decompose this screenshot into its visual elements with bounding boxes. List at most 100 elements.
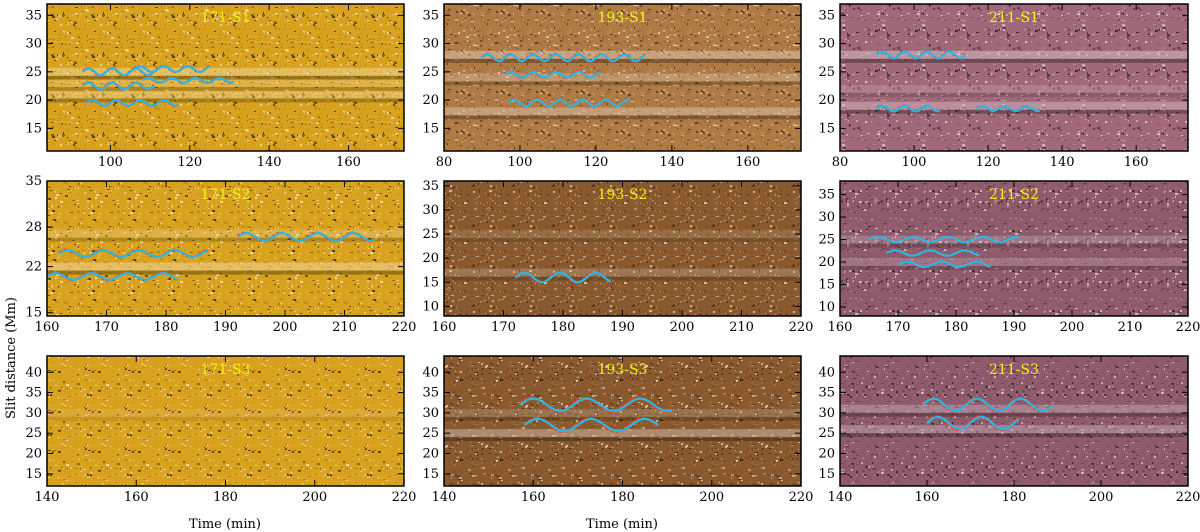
x-tick-label: 140 xyxy=(35,490,60,505)
panel-title: 211-S2 xyxy=(989,187,1039,203)
x-tick-label: 160 xyxy=(735,155,760,170)
y-tick-label: 15 xyxy=(25,121,42,136)
intensity-band xyxy=(840,101,1188,110)
y-tick-label: 15 xyxy=(25,467,42,482)
panel-title: 211-S1 xyxy=(989,10,1039,26)
x-tick-label: 160 xyxy=(521,490,546,505)
x-tick-label: 200 xyxy=(1089,490,1114,505)
y-tick-label: 25 xyxy=(25,426,42,441)
intensity-band-dark xyxy=(444,81,801,86)
x-tick-label: 220 xyxy=(392,320,417,335)
intensity-band-dark xyxy=(840,58,1188,63)
intensity-band-dark xyxy=(444,238,801,243)
heatmap-background xyxy=(444,181,801,316)
oscillation-trace xyxy=(921,396,1054,413)
x-tick-label: 170 xyxy=(94,320,119,335)
y-tick-label: 15 xyxy=(422,121,439,136)
intensity-band xyxy=(840,84,1188,93)
x-tick-label: 220 xyxy=(1176,320,1200,335)
sine-fit-curve xyxy=(81,81,155,91)
y-tick-label: 35 xyxy=(422,179,439,194)
y-tick-label: 20 xyxy=(818,447,835,462)
sine-fit-curve xyxy=(876,104,941,113)
y-tick-label: 20 xyxy=(422,93,439,108)
x-tick-label: 160 xyxy=(124,490,149,505)
x-tick-label: 100 xyxy=(902,155,927,170)
intensity-band-dark xyxy=(444,437,801,442)
panel-title: 171-S3 xyxy=(201,362,251,378)
panel-193-S3: 140 160 180 200 220 15 20 25 30 35 40 193-S3 xyxy=(422,355,813,505)
y-tick-label: 35 xyxy=(25,174,42,189)
x-tick-label: 120 xyxy=(177,155,202,170)
x-axis-title-middle: Time (min) xyxy=(586,517,658,532)
y-tick-label: 22 xyxy=(25,260,42,275)
intensity-band-dark xyxy=(47,237,404,242)
y-tick-label: 40 xyxy=(422,365,439,380)
sine-fit-curve xyxy=(921,397,1054,412)
intensity-band xyxy=(444,230,801,239)
sine-fit-curve xyxy=(976,105,1041,113)
x-tick-label: 140 xyxy=(1050,155,1075,170)
y-tick-label: 30 xyxy=(25,37,42,52)
y-tick-label: 35 xyxy=(25,386,42,401)
sine-fit-curve xyxy=(514,271,612,284)
x-tick-label: 200 xyxy=(670,320,695,335)
plot-frame xyxy=(443,3,802,152)
y-axis-title: Slit distance (Mm) xyxy=(4,297,19,419)
x-tick-label: 140 xyxy=(659,155,684,170)
intensity-band xyxy=(444,73,801,82)
sine-fit-curve xyxy=(82,67,159,77)
y-tick-label: 25 xyxy=(818,65,835,80)
x-tick-label: 220 xyxy=(789,320,814,335)
y-tick-label: 15 xyxy=(422,467,439,482)
y-tick-label: 20 xyxy=(25,447,42,462)
y-tick-label: 35 xyxy=(818,188,835,203)
intensity-band xyxy=(840,404,1188,413)
y-tick-label: 20 xyxy=(25,93,42,108)
y-tick-label: 25 xyxy=(25,65,42,80)
y-tick-label: 20 xyxy=(422,251,439,266)
x-tick-label: 200 xyxy=(273,320,298,335)
panel-title: 211-S3 xyxy=(989,362,1039,378)
intensity-band xyxy=(444,408,801,417)
y-tick-label: 35 xyxy=(818,8,835,23)
x-tick-label: 100 xyxy=(98,155,123,170)
y-tick-label: 15 xyxy=(422,275,439,290)
panel-171-S2: 160 170 180 190 200 210 220 15 22 28 35 171-S2 xyxy=(25,174,416,335)
intensity-band xyxy=(47,67,404,76)
x-tick-label: 200 xyxy=(302,490,327,505)
sine-fit-curve xyxy=(876,50,967,60)
intensity-band-dark xyxy=(444,115,801,120)
intensity-band xyxy=(47,79,404,88)
y-tick-label: 30 xyxy=(818,210,835,225)
y-tick-label: 30 xyxy=(422,203,439,218)
x-tick-label: 190 xyxy=(1002,320,1027,335)
panel-title: 193-S1 xyxy=(598,10,648,26)
heatmap-background xyxy=(840,181,1188,316)
y-tick-label: 30 xyxy=(818,406,835,421)
plot-frame xyxy=(46,3,405,152)
intensity-band-dark xyxy=(47,98,404,103)
y-tick-label: 35 xyxy=(818,386,835,401)
y-tick-label: 28 xyxy=(25,220,42,235)
y-tick-label: 25 xyxy=(818,233,835,248)
y-tick-label: 15 xyxy=(818,278,835,293)
x-tick-label: 180 xyxy=(1002,490,1027,505)
x-tick-label: 180 xyxy=(154,320,179,335)
intensity-band xyxy=(444,107,801,116)
y-tick-label: 10 xyxy=(818,300,835,315)
sine-fit-curve xyxy=(523,417,659,433)
x-tick-label: 120 xyxy=(976,155,1001,170)
x-tick-label: 190 xyxy=(610,320,635,335)
sine-fit-curve xyxy=(519,397,672,412)
intensity-band xyxy=(47,408,404,417)
heatmap-background xyxy=(47,356,404,486)
sine-fit-curve xyxy=(926,415,1020,431)
y-tick-label: 40 xyxy=(25,365,42,380)
panel-title: 171-S1 xyxy=(201,10,251,26)
x-tick-label: 200 xyxy=(699,490,724,505)
sine-fit-curve xyxy=(481,53,646,63)
x-tick-label: 180 xyxy=(551,320,576,335)
y-tick-label: 30 xyxy=(25,406,42,421)
sine-fit-curve xyxy=(47,272,179,281)
